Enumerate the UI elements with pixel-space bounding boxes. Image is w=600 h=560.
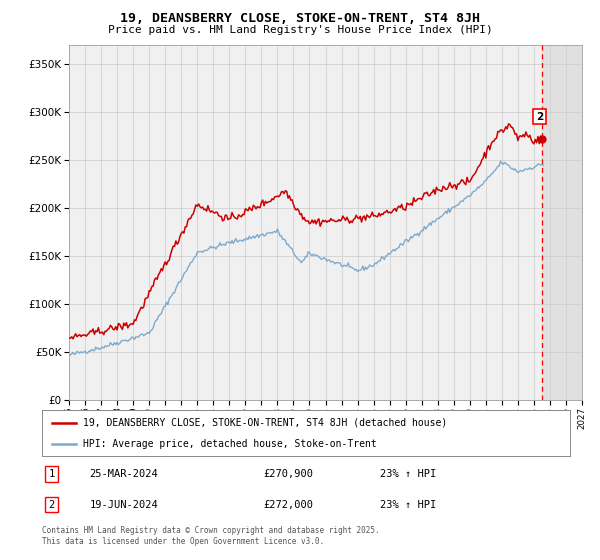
Text: 19, DEANSBERRY CLOSE, STOKE-ON-TRENT, ST4 8JH (detached house): 19, DEANSBERRY CLOSE, STOKE-ON-TRENT, ST…	[83, 418, 448, 428]
Text: HPI: Average price, detached house, Stoke-on-Trent: HPI: Average price, detached house, Stok…	[83, 439, 377, 449]
Text: 1: 1	[49, 469, 55, 479]
Bar	[542, 45, 582, 400]
Text: 25-MAR-2024: 25-MAR-2024	[89, 469, 158, 479]
Text: 19-JUN-2024: 19-JUN-2024	[89, 500, 158, 510]
Text: Contains HM Land Registry data © Crown copyright and database right 2025.
This d: Contains HM Land Registry data © Crown c…	[42, 526, 380, 546]
Text: Price paid vs. HM Land Registry's House Price Index (HPI): Price paid vs. HM Land Registry's House …	[107, 25, 493, 35]
Text: 23% ↑ HPI: 23% ↑ HPI	[380, 500, 436, 510]
Text: £272,000: £272,000	[264, 500, 314, 510]
Text: 2: 2	[49, 500, 55, 510]
Text: 2: 2	[536, 112, 543, 122]
Text: 23% ↑ HPI: 23% ↑ HPI	[380, 469, 436, 479]
Text: £270,900: £270,900	[264, 469, 314, 479]
Text: 19, DEANSBERRY CLOSE, STOKE-ON-TRENT, ST4 8JH: 19, DEANSBERRY CLOSE, STOKE-ON-TRENT, ST…	[120, 12, 480, 25]
Bar	[542, 45, 582, 400]
